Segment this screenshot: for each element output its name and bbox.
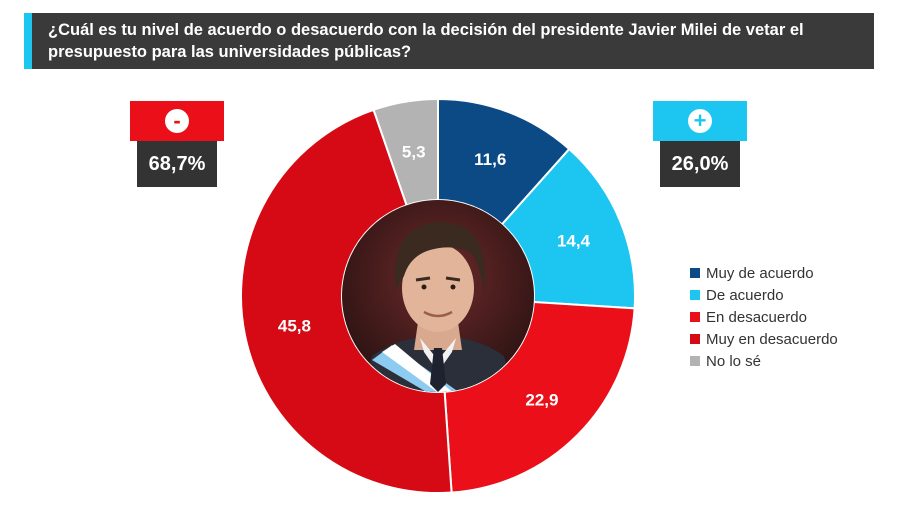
minus-badge: - <box>130 101 224 141</box>
legend-item: De acuerdo <box>690 284 838 306</box>
legend-item: Muy en desacuerdo <box>690 328 838 350</box>
positive-total-badge: + 26,0% <box>653 101 747 187</box>
legend-label: No lo sé <box>706 352 762 370</box>
plus-icon: + <box>688 109 712 133</box>
minus-icon: - <box>165 109 189 133</box>
negative-total-badge: - 68,7% <box>130 101 224 187</box>
legend-swatch <box>690 290 700 300</box>
legend-item: Muy de acuerdo <box>690 262 838 284</box>
slice-value-label: 5,3 <box>402 143 426 162</box>
legend-label: De acuerdo <box>706 286 784 304</box>
negative-total-value: 68,7% <box>137 141 217 187</box>
slice-value-label: 11,6 <box>474 150 506 169</box>
legend-label: Muy de acuerdo <box>706 264 814 282</box>
slice-value-label: 45,8 <box>278 316 311 335</box>
slice-value-label: 22,9 <box>525 390 558 409</box>
question-text: ¿Cuál es tu nivel de acuerdo o desacuerd… <box>48 21 804 61</box>
chart-legend: Muy de acuerdo De acuerdo En desacuerdo … <box>690 262 838 372</box>
legend-item: No lo sé <box>690 350 838 372</box>
plus-badge: + <box>653 101 747 141</box>
question-header: ¿Cuál es tu nivel de acuerdo o desacuerd… <box>24 13 874 69</box>
donut-slice-en-desacuerdo <box>443 300 636 494</box>
legend-label: En desacuerdo <box>706 308 807 326</box>
legend-item: En desacuerdo <box>690 306 838 328</box>
legend-label: Muy en desacuerdo <box>706 330 838 348</box>
positive-total-value: 26,0% <box>660 141 740 187</box>
legend-swatch <box>690 356 700 366</box>
slice-value-label: 14,4 <box>557 231 591 250</box>
legend-swatch <box>690 268 700 278</box>
legend-swatch <box>690 334 700 344</box>
legend-swatch <box>690 312 700 322</box>
